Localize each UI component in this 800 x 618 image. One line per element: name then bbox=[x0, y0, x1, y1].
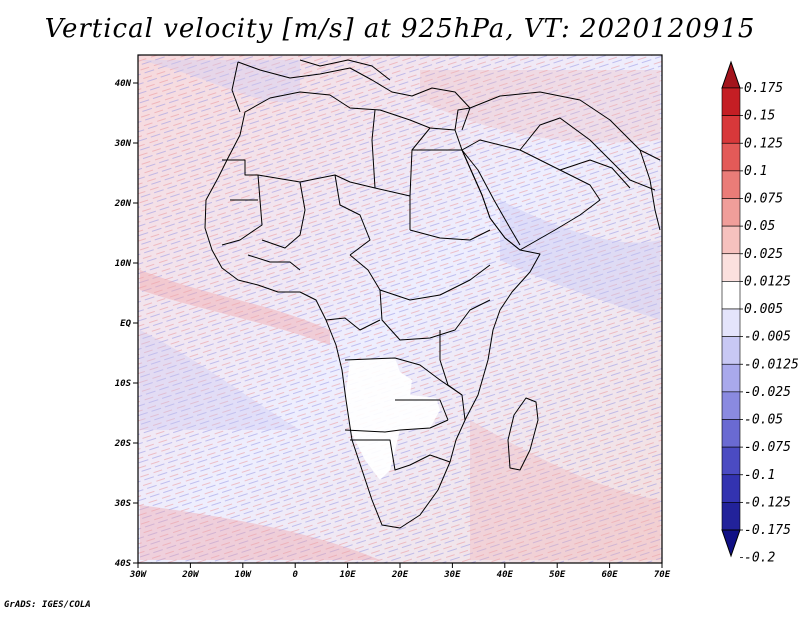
colorbar-label: 0.0125 bbox=[744, 274, 791, 289]
colorbar-max-arrow bbox=[721, 60, 741, 89]
colorbar-label: 0.075 bbox=[744, 192, 783, 207]
colorbar-segment bbox=[721, 198, 741, 227]
colorbar-segment bbox=[721, 391, 741, 420]
colorbar-segment bbox=[721, 502, 741, 531]
grads-credit: GrADS: IGES/COLA bbox=[4, 600, 91, 610]
colorbar-label: 0.005 bbox=[744, 302, 783, 317]
colorbar-label: 0.025 bbox=[744, 247, 783, 262]
y-tick-label: EQ bbox=[120, 319, 131, 329]
colorbar-segment bbox=[721, 281, 741, 310]
x-tick-label: 20W bbox=[181, 570, 200, 580]
colorbar-segment bbox=[721, 474, 741, 503]
colorbar-label: -0.175 bbox=[744, 523, 791, 538]
colorbar-label: 0.05 bbox=[744, 219, 775, 234]
colorbar-label: -0.1 bbox=[744, 468, 775, 483]
colorbar-segment bbox=[721, 308, 741, 337]
y-tick-label: 40S bbox=[115, 559, 132, 569]
x-axis: 30W 20W 10W 0 10E 20E 30E 40E 50E 60E 70E bbox=[129, 563, 671, 580]
x-tick-label: 70E bbox=[654, 570, 671, 580]
velocity-field bbox=[138, 55, 662, 563]
colorbar-segment bbox=[721, 87, 741, 116]
colorbar-label: -0.05 bbox=[744, 413, 783, 428]
x-tick-label: 40E bbox=[497, 570, 514, 580]
colorbar-label: -0.0125 bbox=[744, 357, 799, 372]
y-tick-label: 40N bbox=[115, 79, 132, 89]
colorbar-segment bbox=[721, 446, 741, 476]
colorbar-label: -0.2 bbox=[744, 551, 775, 566]
x-tick-label: 60E bbox=[601, 570, 618, 580]
colorbar-label: 0.175 bbox=[744, 81, 783, 96]
colorbar-segment bbox=[721, 419, 741, 448]
colorbar-min-arrow bbox=[721, 529, 741, 558]
colorbar-segment bbox=[721, 336, 741, 365]
colorbar-label: -0.075 bbox=[744, 440, 791, 455]
colorbar-segment bbox=[721, 142, 741, 172]
y-tick-label: 20N bbox=[114, 199, 132, 209]
colorbar-segment bbox=[721, 225, 741, 255]
y-tick-label: 10S bbox=[115, 379, 132, 389]
y-tick-label: 20S bbox=[114, 439, 132, 449]
colorbar-label: 0.15 bbox=[744, 109, 775, 124]
chart-title: Vertical velocity [m/s] at 925hPa, VT: 2… bbox=[44, 14, 756, 44]
colorbar-label: 0.125 bbox=[744, 136, 783, 151]
colorbar-label: -0.005 bbox=[744, 330, 791, 345]
y-axis: 40N 30N 20N 10N EQ 10S 20S 30S 40S bbox=[114, 79, 138, 569]
colorbar-segment bbox=[721, 115, 741, 144]
x-tick-label: 0 bbox=[292, 570, 298, 580]
x-tick-label: 30W bbox=[129, 570, 148, 580]
x-tick-label: 10E bbox=[339, 570, 356, 580]
y-tick-label: 10N bbox=[115, 259, 132, 269]
colorbar-segment bbox=[721, 363, 741, 393]
colorbar: 0.175 0.15 0.125 0.1 0.075 0.05 0.025 0.0125 0.0… bbox=[721, 60, 799, 566]
colorbar-label: 0.1 bbox=[744, 164, 767, 179]
colorbar-label: -0.025 bbox=[744, 385, 791, 400]
x-tick-label: 20E bbox=[391, 570, 409, 580]
coastlines bbox=[204, 59, 661, 529]
x-tick-label: 30E bbox=[443, 570, 461, 580]
y-tick-label: 30N bbox=[114, 139, 132, 149]
colorbar-segment bbox=[721, 253, 741, 282]
x-tick-label: 10W bbox=[235, 570, 253, 580]
x-tick-label: 50E bbox=[549, 570, 566, 580]
y-tick-label: 30S bbox=[114, 499, 132, 509]
colorbar-label: -0.125 bbox=[744, 495, 791, 510]
colorbar-segment bbox=[721, 170, 741, 199]
